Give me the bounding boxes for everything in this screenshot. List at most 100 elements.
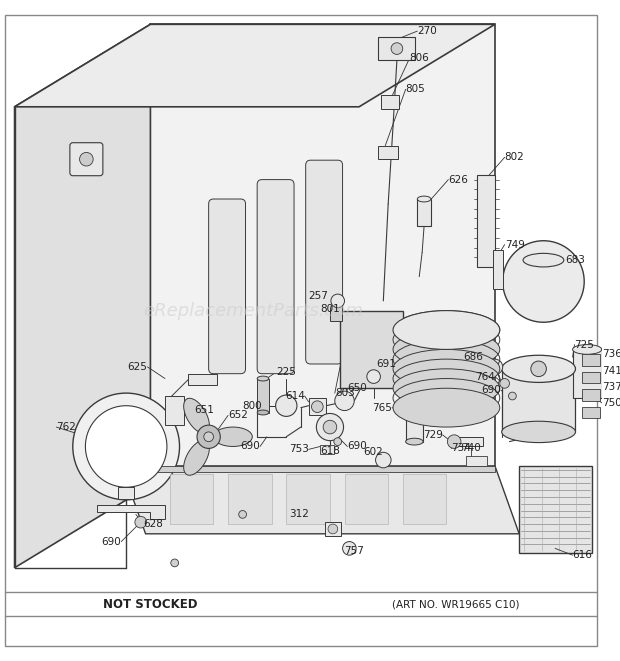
Text: 257: 257 [309, 291, 329, 301]
Text: 651: 651 [194, 405, 214, 414]
Text: 725: 725 [575, 340, 595, 350]
Circle shape [508, 392, 516, 400]
Polygon shape [519, 466, 592, 553]
Text: 764: 764 [475, 371, 495, 381]
Bar [340, 311, 403, 388]
Circle shape [197, 425, 220, 448]
Ellipse shape [393, 388, 500, 427]
Circle shape [331, 294, 345, 307]
Circle shape [448, 435, 461, 448]
Text: 735: 735 [432, 403, 452, 412]
Bar [381, 95, 399, 109]
Polygon shape [14, 24, 151, 568]
Text: 806: 806 [410, 54, 429, 63]
Ellipse shape [257, 376, 269, 381]
Polygon shape [122, 466, 495, 472]
Ellipse shape [405, 438, 423, 445]
Ellipse shape [417, 196, 431, 202]
Bar [582, 371, 600, 383]
Text: 690: 690 [347, 442, 367, 451]
Bar [170, 474, 213, 524]
Bar [378, 37, 415, 60]
Text: 750: 750 [601, 398, 620, 408]
Ellipse shape [393, 311, 500, 350]
Circle shape [376, 452, 391, 468]
Bar [165, 396, 184, 425]
Circle shape [239, 510, 247, 518]
Circle shape [323, 420, 337, 434]
Ellipse shape [213, 427, 252, 446]
Bar [309, 398, 326, 415]
Circle shape [367, 369, 381, 383]
Ellipse shape [393, 369, 500, 408]
Ellipse shape [502, 421, 575, 443]
Circle shape [311, 401, 323, 412]
Polygon shape [97, 505, 165, 520]
Circle shape [170, 559, 179, 566]
FancyBboxPatch shape [257, 180, 294, 373]
Bar [378, 145, 398, 159]
Bar [582, 407, 600, 418]
Circle shape [135, 516, 146, 528]
Bar [582, 389, 600, 401]
Bar [582, 354, 600, 366]
Bar [403, 474, 446, 524]
Text: 762: 762 [56, 422, 76, 432]
Bar [405, 388, 423, 442]
Bar [325, 522, 340, 536]
Text: 616: 616 [572, 550, 593, 560]
Polygon shape [502, 369, 575, 432]
Circle shape [316, 414, 343, 441]
Bar [466, 456, 487, 466]
Text: 749: 749 [505, 240, 525, 250]
Ellipse shape [393, 350, 500, 388]
Circle shape [86, 406, 167, 487]
Bar [454, 437, 483, 446]
Bar [257, 379, 269, 412]
Circle shape [500, 379, 510, 388]
Text: 801: 801 [321, 303, 340, 314]
Circle shape [335, 391, 354, 410]
Ellipse shape [502, 355, 575, 383]
Ellipse shape [393, 330, 500, 369]
Text: 625: 625 [128, 362, 148, 372]
Text: 737: 737 [601, 382, 620, 392]
Text: 730: 730 [407, 317, 427, 327]
Polygon shape [122, 466, 519, 534]
Bar [286, 474, 330, 524]
Circle shape [343, 541, 356, 555]
Ellipse shape [572, 344, 601, 354]
Text: 753: 753 [289, 444, 309, 454]
Ellipse shape [184, 440, 210, 475]
Text: 805: 805 [405, 85, 425, 95]
Text: NOT STOCKED: NOT STOCKED [103, 598, 198, 611]
Text: 650: 650 [347, 383, 367, 393]
Circle shape [391, 43, 403, 54]
Bar [572, 350, 601, 398]
Circle shape [204, 432, 213, 442]
Circle shape [503, 241, 584, 323]
Text: 312: 312 [289, 510, 309, 520]
Text: 225: 225 [277, 367, 296, 377]
Text: 628: 628 [144, 519, 164, 529]
Bar [477, 175, 495, 267]
Text: 602: 602 [363, 447, 383, 457]
FancyBboxPatch shape [306, 160, 343, 364]
Text: 690: 690 [481, 385, 501, 395]
Text: 740: 740 [461, 444, 480, 453]
Bar [345, 474, 388, 524]
Text: (ART NO. WR19665 C10): (ART NO. WR19665 C10) [392, 600, 520, 609]
Circle shape [276, 395, 297, 416]
Text: 690: 690 [102, 537, 122, 547]
Text: 626: 626 [448, 175, 468, 184]
Ellipse shape [184, 399, 210, 433]
Bar [188, 373, 218, 385]
Circle shape [73, 393, 180, 500]
Bar [330, 306, 342, 321]
Ellipse shape [257, 410, 269, 415]
Text: 734: 734 [451, 444, 471, 453]
Text: 270: 270 [417, 26, 437, 36]
Bar [403, 330, 422, 359]
Text: 690: 690 [241, 442, 260, 451]
Text: 691: 691 [376, 359, 396, 369]
